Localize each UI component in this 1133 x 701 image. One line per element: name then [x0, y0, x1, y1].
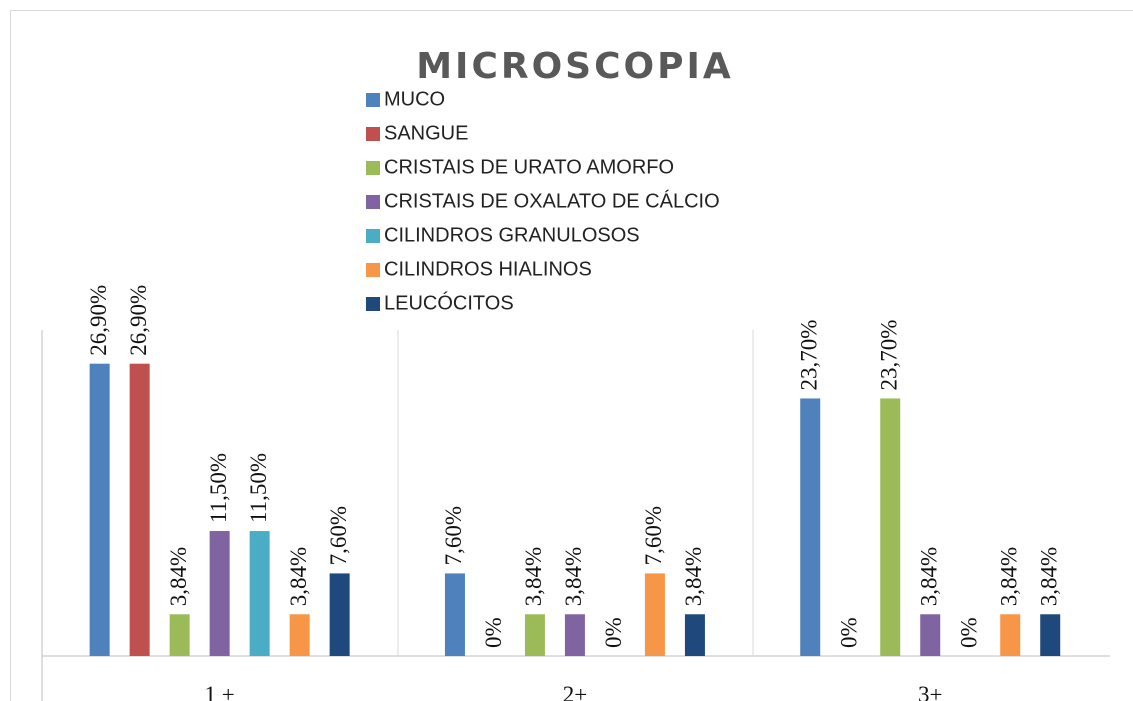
bar: [524, 614, 545, 656]
legend-label: MUCO: [384, 88, 445, 110]
data-label: 23,70%: [797, 320, 822, 391]
legend-swatch: [366, 263, 380, 277]
data-label: 0%: [481, 617, 506, 648]
data-label: 26,90%: [126, 285, 151, 356]
bar: [249, 531, 270, 656]
bar: [1040, 614, 1061, 656]
data-label: 26,90%: [86, 285, 111, 356]
bar: [564, 614, 585, 656]
data-label: 7,60%: [326, 506, 351, 565]
data-label: 23,70%: [877, 320, 902, 391]
legend-label: CILINDROS GRANULOSOS: [384, 224, 640, 246]
bar: [444, 573, 465, 656]
chart-title: MICROSCOPIA: [416, 46, 734, 87]
legend-label: SANGUE: [384, 122, 468, 144]
data-label: 3,84%: [286, 547, 311, 606]
bar: [169, 614, 190, 656]
data-label: 7,60%: [441, 506, 466, 565]
legend-label: LEUCÓCITOS: [384, 291, 514, 314]
data-label: 3,84%: [561, 547, 586, 606]
x-tick-label: 2+: [563, 682, 587, 701]
bar: [644, 573, 665, 656]
data-label: 3,84%: [166, 547, 191, 606]
data-label: 3,84%: [681, 547, 706, 606]
data-label: 0%: [957, 617, 982, 648]
chart-border: [10, 10, 1133, 701]
legend-label: CILINDROS HIALINOS: [384, 258, 592, 280]
data-label: 0%: [601, 617, 626, 648]
data-label: 3,84%: [917, 547, 942, 606]
data-label: 3,84%: [1037, 547, 1062, 606]
x-tick-label: 1 +: [205, 682, 235, 701]
legend-swatch: [366, 127, 380, 141]
data-label: 7,60%: [641, 506, 666, 565]
legend-swatch: [366, 297, 380, 311]
data-label: 11,50%: [206, 453, 231, 523]
legend-swatch: [366, 161, 380, 175]
legend-label: CRISTAIS DE URATO AMORFO: [384, 156, 674, 178]
legend-swatch: [366, 93, 380, 107]
bar: [920, 614, 941, 656]
bar: [129, 363, 150, 656]
data-label: 11,50%: [246, 453, 271, 523]
bar: [880, 398, 901, 656]
bar: [1000, 614, 1021, 656]
data-label: 0%: [837, 617, 862, 648]
bar: [89, 363, 110, 656]
x-tick-label: 3+: [918, 682, 942, 701]
bar: [684, 614, 705, 656]
bar: [289, 614, 310, 656]
data-label: 3,84%: [997, 547, 1022, 606]
bar: [209, 531, 230, 656]
bar: [329, 573, 350, 656]
data-label: 3,84%: [521, 547, 546, 606]
legend-swatch: [366, 195, 380, 209]
bar: [800, 398, 821, 656]
legend-swatch: [366, 229, 380, 243]
legend-label: CRISTAIS DE OXALATO DE CÁLCIO: [384, 189, 720, 212]
